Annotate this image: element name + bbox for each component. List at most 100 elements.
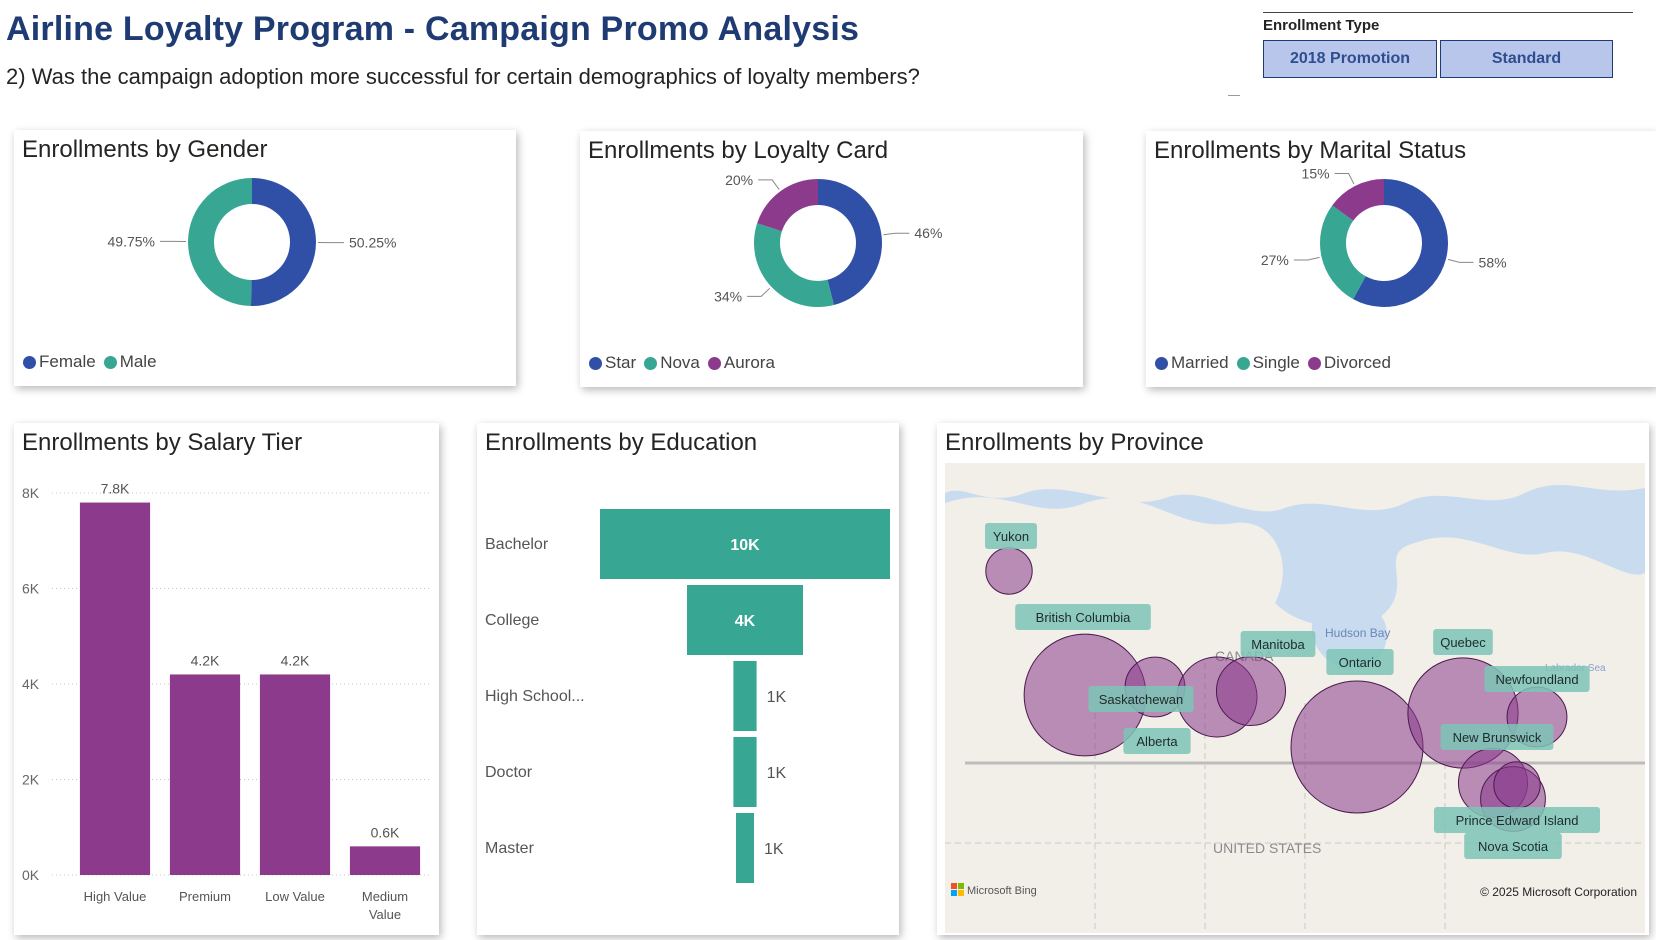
legend-item-male[interactable]: Male (103, 352, 157, 372)
enrollment-type-slicer: Enrollment Type 2018 Promotion Standard (1263, 12, 1633, 78)
x-tick-label: Low Value (265, 889, 325, 904)
province-label-bg (1464, 833, 1562, 859)
province-label-yukon: Yukon (993, 529, 1029, 544)
bing-logo (951, 883, 964, 896)
chart-legend: Female Male (23, 352, 157, 372)
slicer-option-2018-promotion[interactable]: 2018 Promotion (1263, 40, 1437, 78)
leader-line (1447, 258, 1474, 263)
funnel-bar-bachelor[interactable] (600, 509, 890, 579)
donut-slice-divorced[interactable] (1332, 179, 1384, 221)
donut-slice-nova[interactable] (754, 223, 834, 307)
category-label: High School... (485, 688, 585, 705)
province-label-bg (1326, 649, 1394, 675)
donut-slice-star[interactable] (818, 179, 882, 305)
legend-label: Aurora (723, 353, 775, 372)
chart-legend: Star Nova Aurora (589, 353, 775, 373)
salary-tier-bar-chart: 0K 2K 4K 6K 8K 7.8K High Value 4.2K Premium 4.2K L… (22, 481, 432, 922)
legend-item-divorced[interactable]: Divorced (1307, 353, 1391, 373)
data-label: 58% (1479, 254, 1507, 270)
page-subtitle: 2) Was the campaign adoption more succes… (6, 64, 920, 89)
bar-medium-value[interactable] (349, 846, 421, 875)
category-label: Bachelor (485, 536, 549, 553)
data-label: 46% (914, 225, 942, 241)
bubble-manitoba[interactable] (1215, 655, 1287, 727)
salary-tier-chart-card: 0K 2K 4K 6K 8K 7.8K High Value 4.2K Premium 4.2K L… (14, 423, 439, 935)
legend-label: Single (1252, 353, 1300, 372)
slicer-option-standard[interactable]: Standard (1440, 40, 1613, 78)
funnel-bar-college[interactable] (687, 585, 803, 655)
province-label-new-brunswick: New Brunswick (1453, 730, 1542, 745)
map-attribution-left: Microsoft Bing (967, 885, 1037, 897)
data-label: 1K (767, 765, 787, 782)
chart-title: Enrollments by Gender (22, 136, 268, 163)
province-label-british-columbia: British Columbia (1036, 610, 1131, 625)
x-tick-label: Premium (179, 889, 231, 904)
legend-label: Nova (660, 353, 700, 372)
legend-dot (1155, 356, 1168, 370)
data-label: 20% (725, 172, 753, 188)
legend-dot (644, 356, 658, 370)
data-label: 7.8K (101, 481, 130, 497)
legend-item-aurora[interactable]: Aurora (707, 353, 775, 373)
loyalty-card-chart-card: 46% 34% 20% Enrollments by Loyalty Card St… (580, 131, 1083, 387)
donut-slice-female[interactable] (250, 178, 316, 306)
legend-label: Female (39, 352, 96, 371)
province-map-card: Enrollments by Province CANADAHudson Bay… (937, 423, 1649, 935)
funnel-bar-doctor[interactable] (733, 737, 757, 807)
province-label-bg (1484, 666, 1590, 692)
divider (1228, 95, 1240, 96)
bar-low-value[interactable] (259, 674, 331, 875)
marital-status-donut-chart: 58% 27% 15% (1261, 166, 1507, 307)
legend-item-nova[interactable]: Nova (644, 353, 700, 373)
leader-line (1293, 256, 1320, 261)
legend-dot (23, 355, 36, 369)
province-label-bg (985, 523, 1037, 549)
donut-slice-aurora[interactable] (757, 179, 818, 232)
data-label: 10K (730, 537, 760, 554)
data-label: 4.2K (281, 652, 310, 668)
bar-premium[interactable] (169, 674, 241, 875)
province-label-manitoba: Manitoba (1251, 637, 1305, 652)
bar-high-value[interactable] (79, 502, 151, 875)
province-label-nova-scotia: Nova Scotia (1478, 839, 1549, 854)
legend-label: Star (605, 353, 637, 372)
donut-slice-married[interactable] (1353, 179, 1448, 307)
data-label: 49.75% (108, 233, 155, 249)
map-region-label: UNITED STATES (1213, 840, 1321, 856)
legend-label: Male (119, 352, 157, 371)
leader-line (883, 232, 910, 236)
legend-label: Divorced (1323, 353, 1391, 372)
leader-line (1334, 173, 1355, 185)
bubble-ontario[interactable] (1290, 680, 1424, 814)
legend-dot (707, 356, 721, 370)
legend-item-married[interactable]: Married (1155, 353, 1229, 373)
chart-title: Enrollments by Marital Status (1154, 137, 1467, 164)
funnel-bar-high-school[interactable] (733, 661, 757, 731)
category-label: Master (485, 840, 535, 857)
funnel-bar-master[interactable] (736, 813, 754, 883)
slicer-title: Enrollment Type (1263, 17, 1380, 34)
data-label: 1K (764, 841, 784, 858)
gender-chart-card: 50.25% 49.75% Enrollments by Gender Femal… (14, 130, 516, 386)
chart-legend: Married Single Divorced (1155, 353, 1391, 373)
bubble-yukon[interactable] (985, 547, 1033, 595)
legend-item-single[interactable]: Single (1236, 353, 1300, 373)
leader-line (747, 287, 771, 297)
data-label: 34% (714, 288, 742, 304)
marital-status-chart-card: 58% 27% 15% Enrollments by Marital Status … (1146, 131, 1656, 387)
legend-dot (1307, 356, 1321, 370)
legend-item-female[interactable]: Female (23, 352, 96, 372)
data-label: 0.6K (371, 824, 400, 840)
legend-item-star[interactable]: Star (589, 353, 636, 373)
chart-title: Enrollments by Province (945, 429, 1204, 456)
data-label: 4.2K (191, 652, 220, 668)
chart-title: Enrollments by Salary Tier (22, 429, 303, 456)
donut-slice-single[interactable] (1320, 205, 1366, 300)
y-tick-label: 6K (22, 581, 40, 597)
province-label-bg (1240, 631, 1316, 657)
province-label-bg (1440, 724, 1554, 750)
donut-slice-male[interactable] (187, 178, 252, 306)
bubble-prince-edward-island[interactable] (1493, 761, 1541, 809)
